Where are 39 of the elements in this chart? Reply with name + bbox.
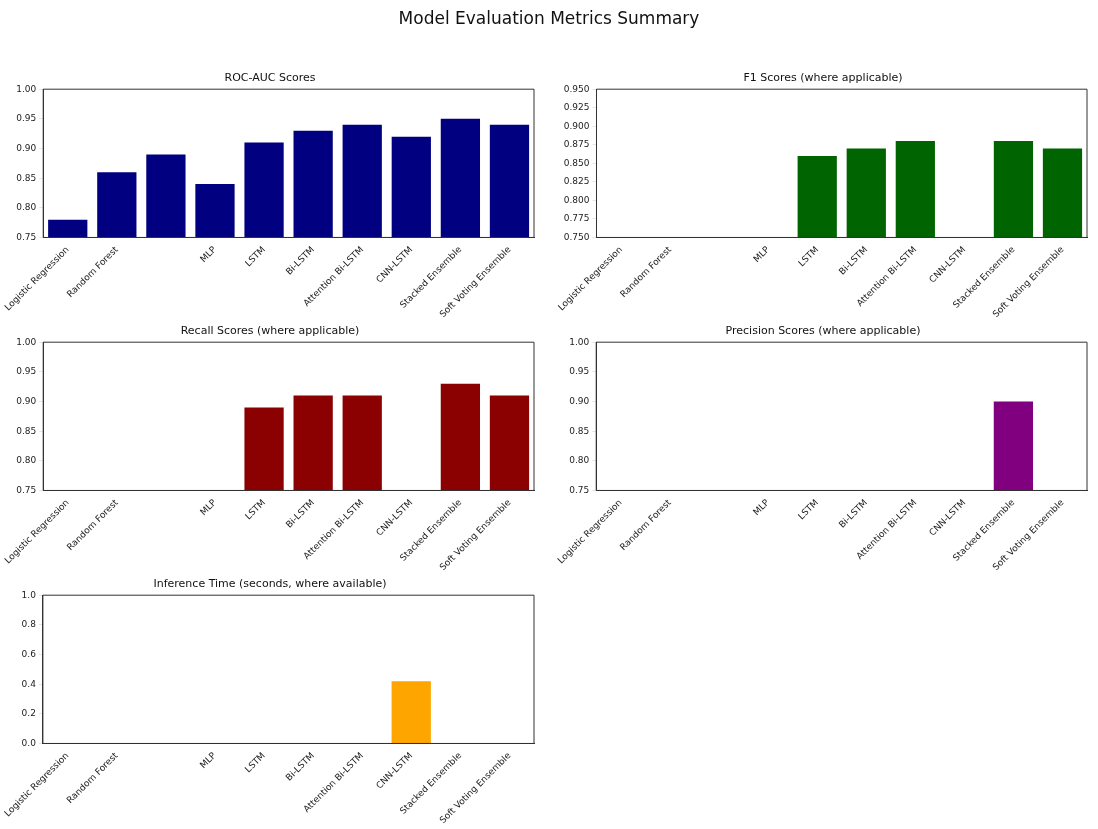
y-tick-label: 1.00 bbox=[16, 336, 37, 347]
y-tick-label: 0.85 bbox=[16, 425, 37, 436]
y-tick-label: 0.775 bbox=[563, 213, 590, 224]
y-tick-label: 0.95 bbox=[16, 113, 37, 124]
y-tick-label: 0.80 bbox=[569, 455, 590, 466]
y-tick-label: 0.950 bbox=[563, 83, 590, 94]
y-tick-label: 0.75 bbox=[16, 231, 37, 242]
y-tick-label: 0.875 bbox=[563, 139, 590, 150]
y-tick-label: 0.80 bbox=[16, 455, 37, 466]
text: Model Evaluation Metrics Summary bbox=[397, 8, 701, 28]
chart-title: ROC-AUC Scores bbox=[224, 71, 316, 85]
chart-title: F1 Scores (where applicable) bbox=[743, 71, 903, 85]
y-tick-label: 0.850 bbox=[563, 157, 590, 168]
y-tick-label: 0.4 bbox=[21, 678, 37, 689]
y-tick-label: 0.75 bbox=[569, 484, 590, 495]
y-tick-label: 0.925 bbox=[563, 102, 590, 113]
chart-title: Recall Scores (where applicable) bbox=[180, 324, 360, 338]
y-tick-label: 0.8 bbox=[21, 619, 37, 630]
y-tick-label: 1.00 bbox=[569, 336, 590, 347]
y-tick-label: 0.900 bbox=[563, 120, 590, 131]
chart-title: Inference Time (seconds, where available) bbox=[153, 577, 387, 591]
y-tick-label: 0.85 bbox=[569, 425, 590, 436]
y-tick-label: 0.750 bbox=[563, 231, 590, 242]
y-tick-label: 0.90 bbox=[569, 395, 590, 406]
y-tick-label: 0.80 bbox=[16, 202, 37, 213]
y-tick-label: 0.75 bbox=[16, 484, 37, 495]
y-tick-label: 0.95 bbox=[16, 366, 37, 377]
y-tick-label: 0.90 bbox=[16, 395, 37, 406]
y-tick-label: 0.6 bbox=[21, 648, 37, 659]
y-tick-label: 0.95 bbox=[569, 366, 590, 377]
chart-title: Precision Scores (where applicable) bbox=[725, 324, 921, 338]
y-tick-label: 0.85 bbox=[16, 172, 37, 183]
y-tick-label: 0.0 bbox=[21, 737, 37, 748]
y-tick-label: 1.0 bbox=[21, 589, 37, 600]
y-tick-label: 0.800 bbox=[563, 194, 590, 205]
y-tick-label: 0.2 bbox=[21, 708, 36, 719]
y-tick-label: 0.90 bbox=[16, 142, 37, 153]
y-tick-label: 0.825 bbox=[563, 176, 590, 187]
y-tick-label: 1.00 bbox=[16, 83, 37, 94]
